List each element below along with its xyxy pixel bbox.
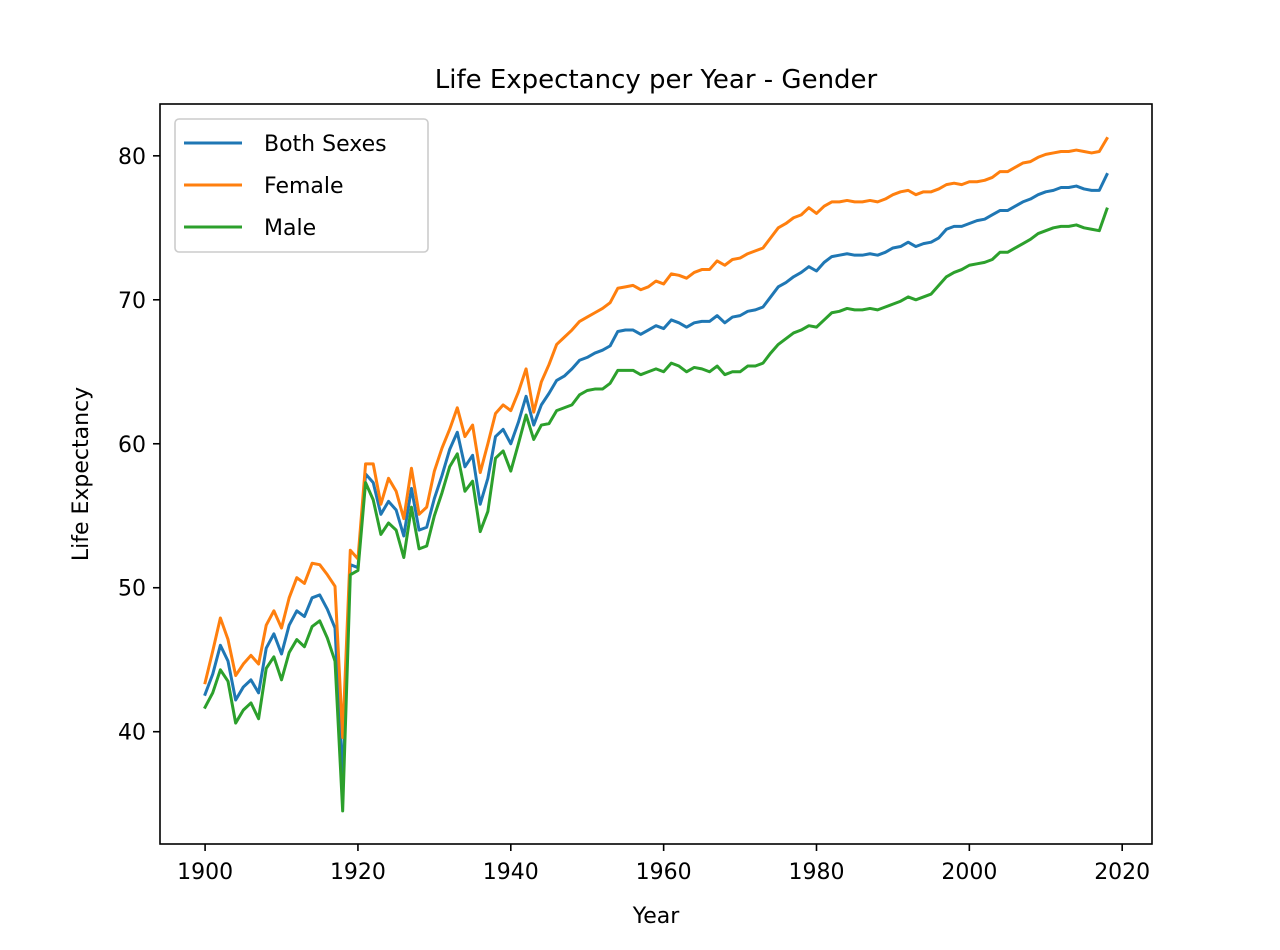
- legend-label-male: Male: [264, 216, 316, 241]
- x-tick-label: 1960: [636, 860, 692, 885]
- y-tick-label: 60: [118, 433, 146, 458]
- legend: Both Sexes Female Male: [174, 118, 429, 253]
- legend-label-both-sexes: Both Sexes: [264, 132, 387, 157]
- x-tick-label: 1980: [788, 860, 844, 885]
- chart-title: Life Expectancy per Year - Gender: [435, 65, 878, 95]
- plot-frame: [159, 103, 1153, 845]
- y-tick-label: 80: [118, 145, 146, 170]
- y-tick-label: 50: [118, 577, 146, 602]
- series-layer: [203, 136, 1109, 813]
- y-axis-title: Life Expectancy: [69, 387, 94, 561]
- x-tick-label: 1940: [483, 860, 539, 885]
- x-axis-title: Year: [632, 904, 681, 929]
- x-tick-label: 1900: [177, 860, 233, 885]
- series-line-both-sexes: [203, 172, 1109, 783]
- x-tick-label: 2000: [941, 860, 997, 885]
- x-axis-ticks: 1900 1920 1940 1960 1980 2000 2020: [177, 844, 1150, 885]
- series-line-female: [203, 136, 1109, 739]
- legend-box: [174, 118, 429, 253]
- x-tick-label: 1920: [330, 860, 386, 885]
- y-tick-label: 40: [118, 721, 146, 746]
- y-tick-label: 70: [118, 289, 146, 314]
- series-line-male: [203, 207, 1109, 813]
- x-tick-label: 2020: [1094, 860, 1150, 885]
- y-axis-ticks: 40 50 60 70 80: [118, 145, 160, 746]
- legend-label-female: Female: [264, 174, 344, 199]
